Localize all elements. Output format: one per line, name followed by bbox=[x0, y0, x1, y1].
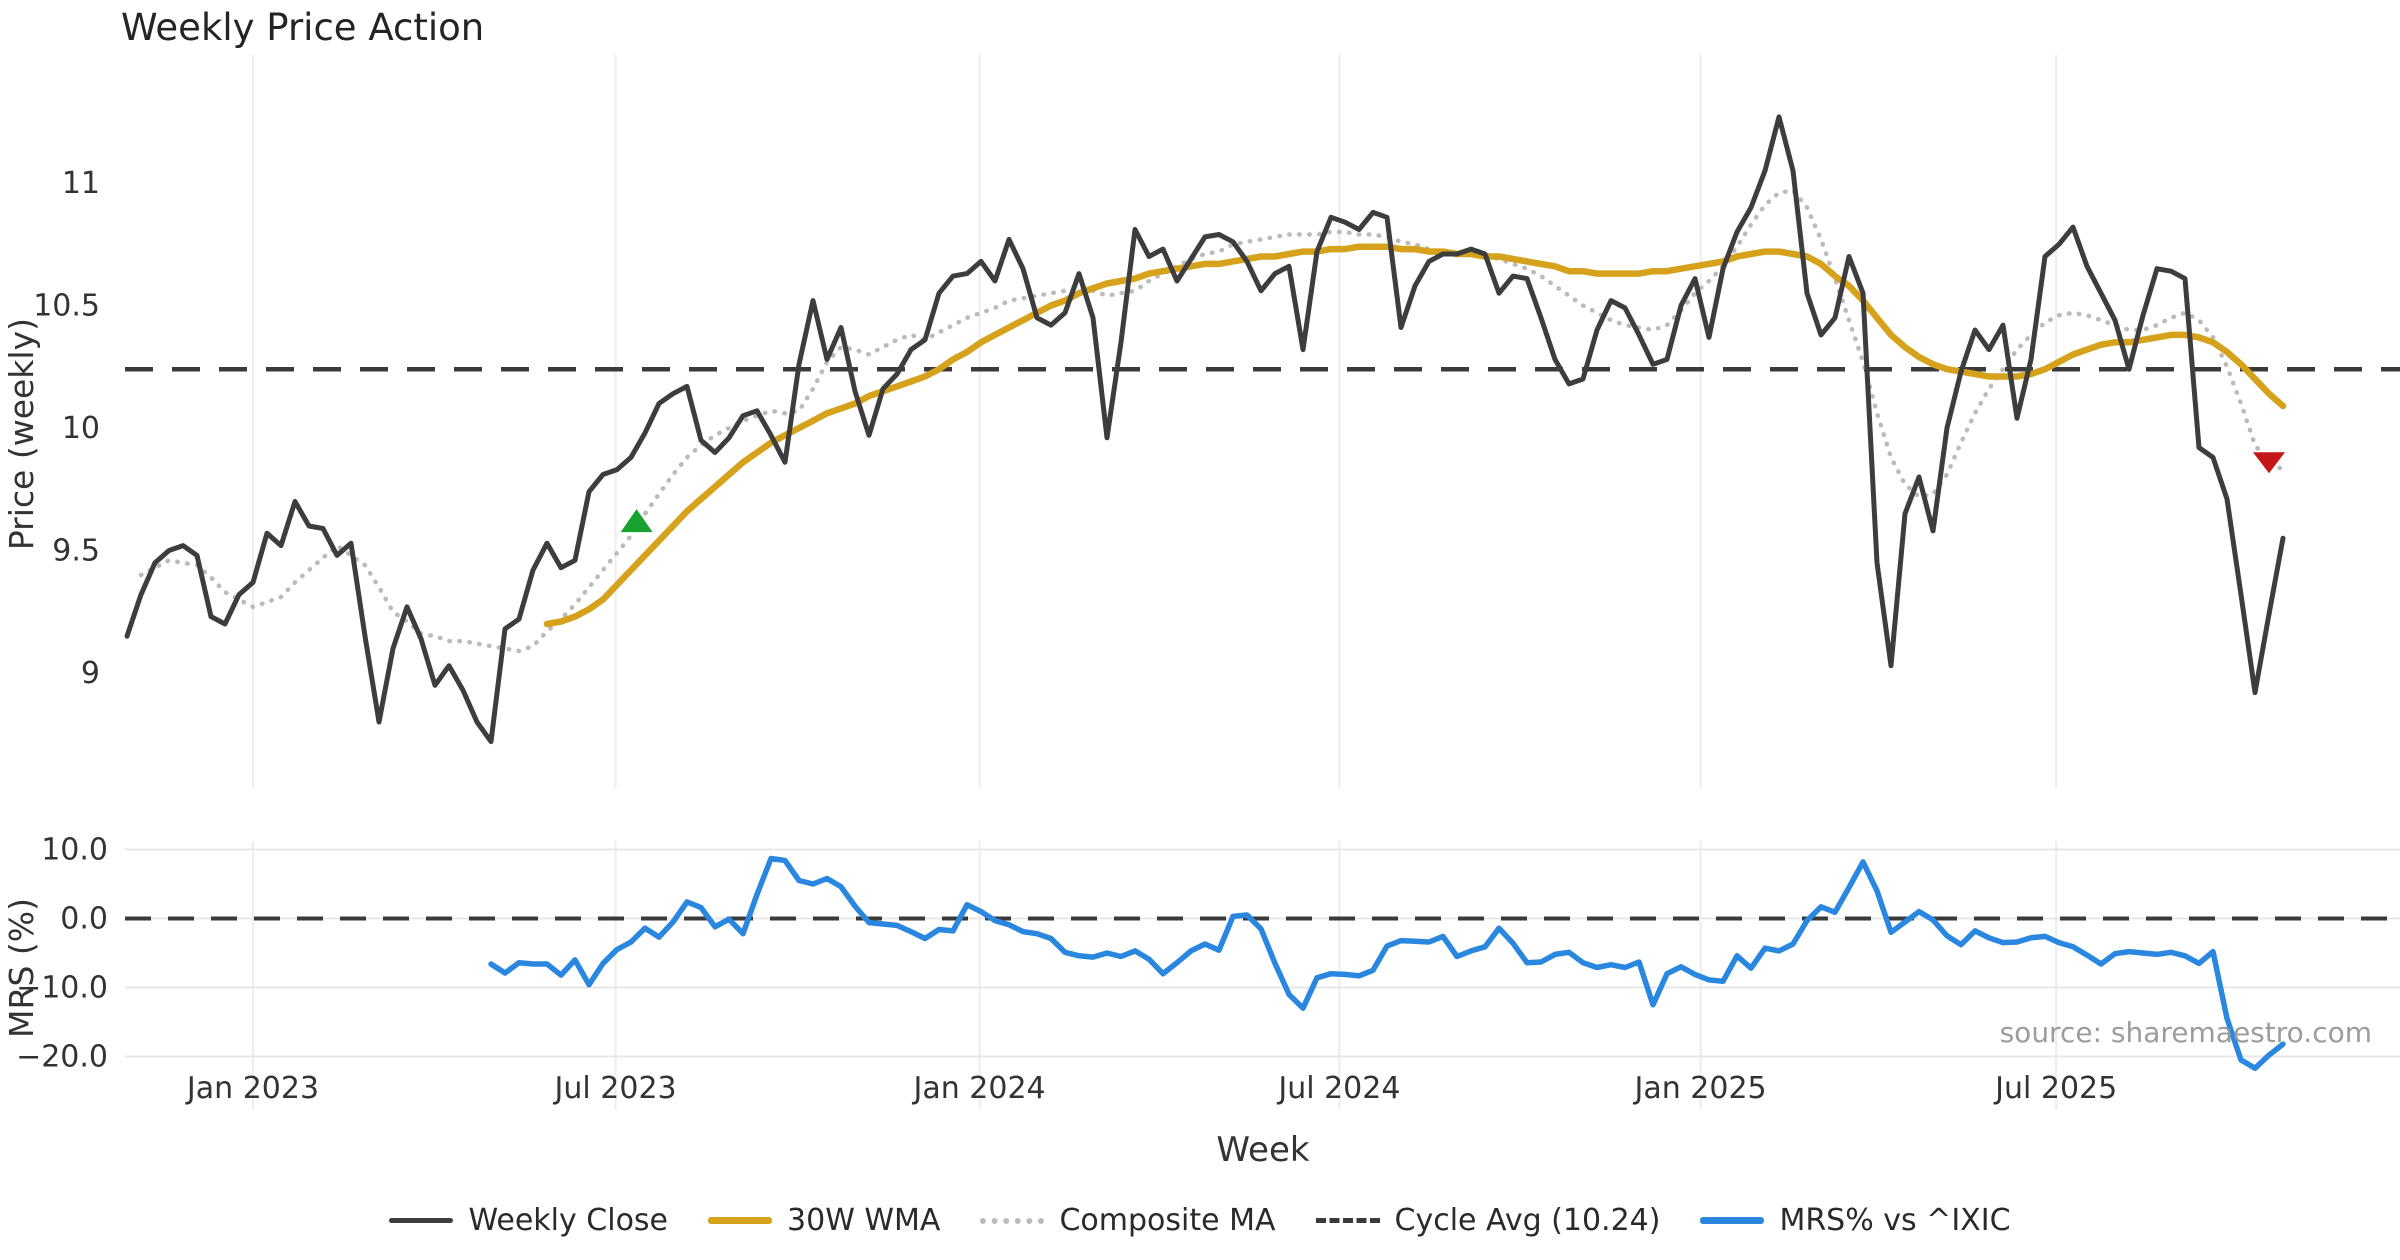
composite-ma-line bbox=[138, 188, 2286, 654]
legend-label: MRS% vs ^IXIC bbox=[1779, 1203, 2011, 1238]
legend-label: Composite MA bbox=[1059, 1203, 1276, 1238]
legend-item-2: Composite MA bbox=[980, 1203, 1276, 1238]
x-tick-label: Jul 2023 bbox=[553, 1071, 677, 1106]
legend-item-0: Weekly Close bbox=[389, 1203, 668, 1238]
y-tick-label: 10 bbox=[62, 411, 100, 446]
y-tick-label: −10.0 bbox=[16, 971, 108, 1006]
mrs-line bbox=[488, 855, 2286, 1071]
sell-signal-icon bbox=[2253, 452, 2285, 474]
y-tick-label: 10.0 bbox=[41, 833, 108, 868]
legend-swatch-icon bbox=[1315, 1218, 1380, 1223]
x-tick-label: Jul 2024 bbox=[1276, 1071, 1400, 1106]
legend-swatch-icon bbox=[708, 1217, 773, 1224]
y-tick-label: 0.0 bbox=[60, 902, 108, 937]
y-tick-label: 9 bbox=[81, 656, 100, 691]
legend-label: Weekly Close bbox=[468, 1203, 669, 1238]
wma-30w-line bbox=[543, 243, 2287, 628]
y-tick-label: 11 bbox=[62, 166, 100, 201]
weekly-close-line bbox=[124, 114, 2286, 745]
x-tick-label: Jul 2025 bbox=[1993, 1071, 2117, 1106]
x-tick-label: Jan 2023 bbox=[185, 1071, 319, 1106]
buy-signal-icon bbox=[620, 509, 653, 533]
y-tick-label: −20.0 bbox=[16, 1040, 108, 1075]
chart-title: Weekly Price Action bbox=[121, 6, 485, 49]
legend-item-1: 30W WMA bbox=[708, 1203, 940, 1238]
legend-swatch-icon bbox=[389, 1218, 454, 1223]
legend-label: Cycle Avg (10.24) bbox=[1394, 1203, 1661, 1238]
y-tick-label: 9.5 bbox=[52, 534, 100, 569]
legend: Weekly Close 30W WMA Composite MA Cycle Avg… bbox=[0, 1203, 2400, 1238]
legend-swatch-icon bbox=[1700, 1217, 1765, 1224]
mrs-axis-title: MRS (%) bbox=[2, 898, 41, 1038]
legend-label: 30W WMA bbox=[787, 1203, 941, 1238]
source-note: source: sharemaestro.com bbox=[1999, 1016, 2372, 1049]
legend-swatch-icon bbox=[980, 1217, 1045, 1224]
legend-item-4: MRS% vs ^IXIC bbox=[1700, 1203, 2011, 1238]
x-tick-label: Jan 2024 bbox=[912, 1071, 1046, 1106]
y-tick-label: 10.5 bbox=[33, 289, 100, 324]
x-tick-label: Jan 2025 bbox=[1633, 1071, 1767, 1106]
price-axis-title: Price (weekly) bbox=[2, 318, 41, 551]
week-axis-title: Week bbox=[1216, 1130, 1310, 1170]
legend-item-3: Cycle Avg (10.24) bbox=[1315, 1203, 1661, 1238]
